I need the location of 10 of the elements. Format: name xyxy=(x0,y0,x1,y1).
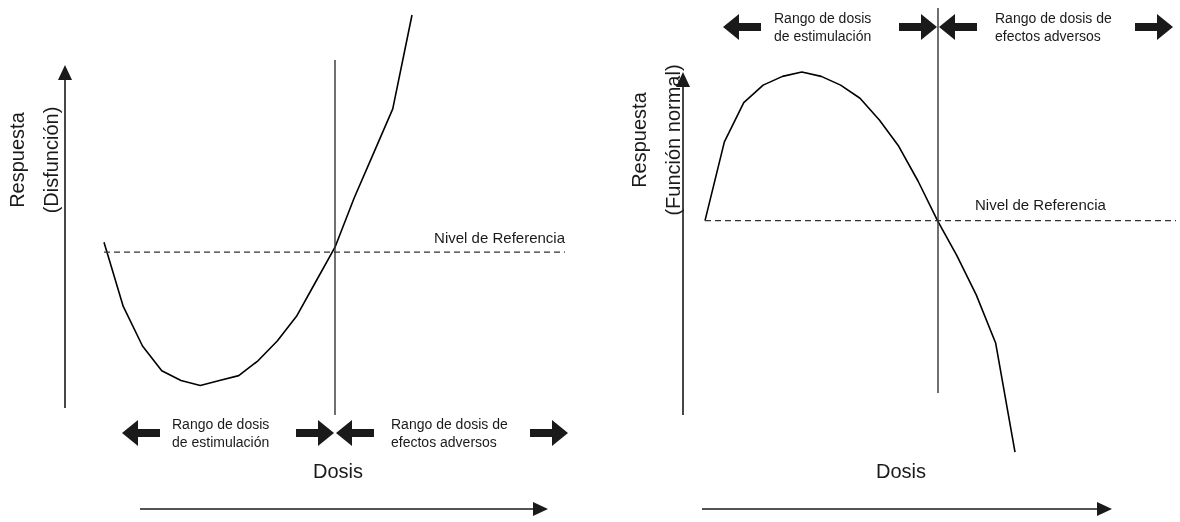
text: Rango de dosis de efectos adversos xyxy=(995,9,1113,45)
annotation: Rango de dosis de estimulación xyxy=(172,415,271,451)
annotation: Rango de dosis de efectos adversos xyxy=(391,415,509,451)
ref-line-label: Nivel de Referencia xyxy=(434,229,566,247)
text: Rango de dosis de estimulación xyxy=(774,9,873,45)
ref-line-label: Nivel de Referencia xyxy=(975,195,1107,213)
x-axis-title: Dosis xyxy=(312,460,364,483)
x-axis-title: Dosis xyxy=(875,460,927,483)
y-axis-title: Respuesta (Función normal) xyxy=(627,64,685,216)
y-axis-title: Respuesta (Disfunción) xyxy=(5,106,63,214)
